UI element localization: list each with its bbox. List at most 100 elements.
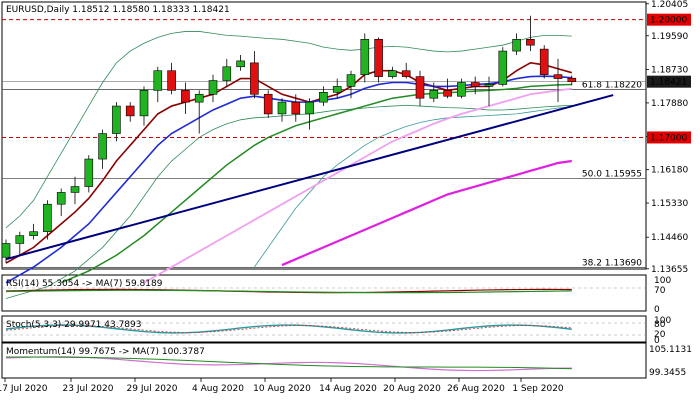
candle-body bbox=[319, 92, 328, 103]
candle-body bbox=[429, 90, 439, 99]
candle-body bbox=[194, 93, 204, 103]
candle-body bbox=[263, 93, 273, 115]
candle-body bbox=[236, 60, 245, 68]
current-price-tag bbox=[647, 75, 691, 88]
candle-body bbox=[332, 86, 342, 93]
candle-body bbox=[29, 231, 38, 236]
candle-body bbox=[277, 101, 287, 115]
candle-body bbox=[484, 84, 494, 87]
rsi-scale-label: 0 bbox=[654, 305, 660, 315]
level-tag bbox=[647, 131, 691, 144]
y-tick-label: 1.17880 bbox=[651, 99, 688, 109]
rsi-title: RSI(14) 55.3054 -> MA(7) 59.8189 bbox=[6, 279, 163, 289]
candle-body bbox=[167, 70, 176, 91]
stoch-title: Stoch(5,3,3) 29.9971 43.7893 bbox=[6, 320, 141, 330]
ma-line bbox=[60, 83, 572, 284]
x-tick-label: 29 Jul 2020 bbox=[127, 384, 178, 394]
momentum-scale-label: 99.3455 bbox=[649, 368, 686, 378]
rsi-ma-line bbox=[5, 289, 572, 294]
thin-ma-line bbox=[254, 106, 572, 268]
level-label: 50.0 1.15955 bbox=[582, 169, 642, 179]
candle-body bbox=[181, 90, 190, 103]
stoch-scale-label: 80 bbox=[654, 320, 666, 330]
y-tick-label: 1.19590 bbox=[651, 32, 688, 42]
candle-body bbox=[125, 105, 135, 117]
bollinger-upper bbox=[5, 31, 572, 229]
price-tags: 1.20000 1.17000 1.18421 bbox=[647, 13, 691, 144]
stoch-scale-label: 0 bbox=[654, 336, 660, 346]
stoch-scale-label: 100 bbox=[654, 316, 671, 326]
trendline-layer bbox=[5, 94, 614, 261]
x-tick-label: 14 Aug 2020 bbox=[319, 384, 377, 394]
chart-title: EURUSD,Daily 1.18512 1.18580 1.18333 1.1… bbox=[6, 5, 230, 15]
candle-body bbox=[291, 101, 301, 115]
candle-body bbox=[208, 80, 218, 95]
candle-body bbox=[139, 90, 149, 117]
candle-body bbox=[539, 48, 549, 75]
candle-body bbox=[388, 70, 397, 77]
candle-body bbox=[250, 62, 259, 95]
ma-line bbox=[281, 159, 572, 267]
x-axis: 17 Jul 2020 23 Jul 2020 29 Jul 2020 4 Aug 2… bbox=[0, 378, 564, 394]
y-tick-label: 1.18730 bbox=[651, 66, 688, 76]
candle-body bbox=[415, 76, 425, 99]
x-tick-label: 4 Aug 2020 bbox=[192, 384, 244, 394]
candles-layer bbox=[1, 15, 577, 264]
candle-body bbox=[70, 186, 80, 193]
candle-body bbox=[526, 39, 535, 46]
candle-body bbox=[567, 77, 577, 83]
main-panel-frame bbox=[1, 1, 647, 270]
candle-body bbox=[346, 74, 356, 87]
rsi-scale-label: 100 bbox=[654, 276, 671, 286]
stoch-d-line bbox=[5, 325, 572, 333]
candle-body bbox=[112, 105, 121, 134]
current-price-label: 1.18421 bbox=[650, 78, 687, 88]
candle-body bbox=[305, 101, 314, 115]
x-tick-label: 20 Aug 2020 bbox=[383, 384, 441, 394]
candle-body bbox=[443, 90, 452, 97]
candle-body bbox=[153, 70, 163, 91]
ma-line bbox=[143, 87, 572, 284]
x-tick-label: 23 Jul 2020 bbox=[63, 384, 114, 394]
rsi-scale-label: 70 bbox=[654, 286, 666, 296]
candle-body bbox=[1, 243, 11, 258]
level-tag-label: 1.20000 bbox=[650, 16, 687, 26]
horizontal-levels: 61.8 1.18220 50.0 1.15955 38.2 1.13690 bbox=[2, 19, 646, 268]
candle-body bbox=[43, 203, 52, 232]
candle-body bbox=[457, 82, 466, 97]
level-tag-label: 1.17000 bbox=[650, 133, 687, 143]
y-tick-label: 1.20405 bbox=[651, 0, 688, 10]
candle-body bbox=[84, 158, 94, 187]
candle-body bbox=[360, 39, 370, 75]
stoch-panel-frame bbox=[1, 315, 647, 343]
candle-body bbox=[470, 82, 480, 87]
momentum-panel-frame bbox=[1, 342, 647, 379]
candle-body bbox=[553, 74, 563, 79]
candle-body bbox=[512, 39, 521, 52]
x-tick-label: 17 Jul 2020 bbox=[0, 384, 48, 394]
candle-body bbox=[98, 133, 107, 160]
candle-body bbox=[15, 235, 25, 244]
candle-body bbox=[222, 66, 232, 81]
x-tick-label: 1 Sep 2020 bbox=[512, 384, 564, 394]
y-tick-label: 1.13655 bbox=[651, 265, 688, 275]
candle-body bbox=[56, 192, 66, 205]
momentum-scale-label: 105.1131 bbox=[649, 345, 692, 355]
y-tick-label: 1.14460 bbox=[651, 233, 688, 243]
momentum-ma-line bbox=[5, 356, 572, 370]
x-tick-label: 26 Aug 2020 bbox=[447, 384, 505, 394]
stoch-scale-label: 20 bbox=[654, 330, 666, 340]
y-tick-label: 1.16180 bbox=[651, 166, 688, 176]
level-tag bbox=[647, 13, 691, 26]
candle-body bbox=[401, 70, 411, 77]
y-tick-label: 1.15330 bbox=[651, 199, 688, 209]
stoch-k-line bbox=[5, 324, 572, 334]
x-tick-label: 10 Aug 2020 bbox=[253, 384, 311, 394]
momentum-title: Momentum(14) 99.7675 -> MA(7) 100.3787 bbox=[6, 347, 205, 357]
candle-body bbox=[374, 39, 383, 77]
candle-body bbox=[498, 50, 508, 85]
level-label: 61.8 1.18220 bbox=[582, 81, 642, 91]
level-label: 38.2 1.13690 bbox=[582, 258, 642, 268]
